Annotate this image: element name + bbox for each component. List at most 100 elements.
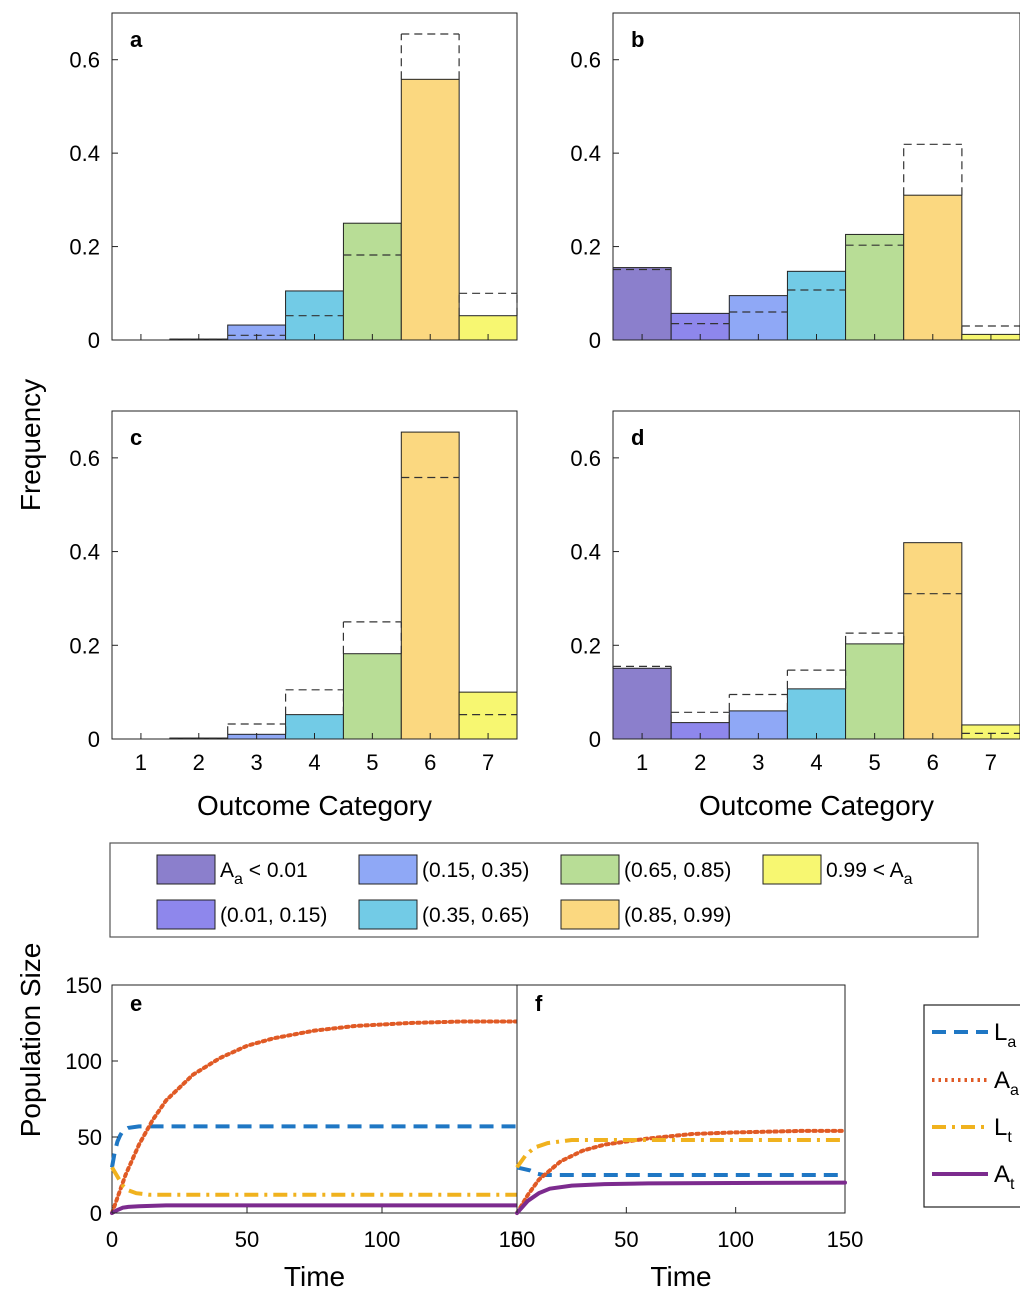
y-tick-label: 100 [65, 1049, 102, 1074]
y-tick-label: 0 [589, 727, 601, 752]
x-tick-label: 150 [827, 1227, 864, 1252]
legend-swatch [156, 899, 216, 930]
series-line-l-t [515, 1138, 845, 1169]
x-tick-label: 6 [927, 750, 939, 775]
series-line-a-a [515, 1128, 847, 1215]
panel-label: d [631, 425, 644, 450]
axes-frame-e [111, 984, 518, 1214]
category-legend: Aa < 0.01 (0.15, 0.35) (0.65, 0.85) 0.99 < … [109, 842, 979, 938]
x-axis-label: Outcome Category [197, 790, 432, 821]
panel-label: b [631, 27, 644, 52]
x-tick-label: 150 [499, 1227, 536, 1252]
bar-b-5 [845, 233, 905, 341]
y-tick-label: 0.2 [69, 633, 100, 658]
series-line-l-a [110, 1124, 517, 1168]
legend-entry-label: 0.99 < Aa [826, 859, 913, 888]
legend-swatch [358, 899, 418, 930]
y-tick-label: 50 [78, 1125, 102, 1150]
bar-c-7 [458, 691, 518, 740]
series-line-a-a [110, 1019, 519, 1215]
y-tick-label: 0 [88, 727, 100, 752]
legend-swatch [762, 854, 822, 885]
bar-d-1 [612, 667, 672, 740]
reference-outline-c-4 [285, 689, 344, 715]
bar-b-6 [903, 194, 963, 341]
frequency-axis-label: Frequency [15, 379, 46, 511]
histogram-panel-b: 0 0.2 0.4 0.6 b [570, 12, 1020, 353]
x-tick-label: 0 [511, 1227, 523, 1252]
x-tick-label: 3 [752, 750, 764, 775]
x-tick-label: 3 [251, 750, 263, 775]
x-axis-label: Time [650, 1261, 711, 1292]
bar-b-4 [786, 270, 847, 341]
legend-entry-label: Lt [994, 1114, 1012, 1146]
x-tick-label: 6 [424, 750, 436, 775]
y-tick-label: 0 [589, 328, 601, 353]
x-tick-label: 4 [308, 750, 320, 775]
legend-entry-label: La [994, 1019, 1016, 1051]
legend-swatch [358, 854, 418, 885]
y-tick-label: 0 [90, 1201, 102, 1226]
reference-outline-d-2 [670, 711, 730, 723]
x-tick-label: 100 [364, 1227, 401, 1252]
legend-swatch [156, 854, 216, 885]
legend-entry-label: Aa [994, 1067, 1019, 1099]
legend-swatch [560, 899, 620, 930]
y-tick-label: 0 [88, 328, 100, 353]
panel-label: f [535, 991, 543, 1016]
bar-d-6 [903, 542, 963, 740]
y-tick-label: 0.6 [570, 446, 601, 471]
bar-d-4 [786, 688, 847, 740]
reference-outline-a-7 [458, 292, 518, 316]
panel-label: e [130, 991, 142, 1016]
population-axis-label: Population Size [15, 943, 46, 1138]
x-axis-label: Outcome Category [699, 790, 934, 821]
histogram-panel-d: 0 0.2 0.4 0.6 1 2 3 4 5 6 7 d Outcome Category [570, 410, 1020, 821]
bar-a-5 [342, 222, 402, 341]
legend-entry-label: (0.65, 0.85) [624, 859, 731, 882]
x-axis-label: Time [284, 1261, 345, 1292]
series-line-a-t [515, 1180, 847, 1215]
x-tick-label: 50 [614, 1227, 638, 1252]
y-tick-label: 0.4 [69, 141, 100, 166]
legend-entry-label: At [994, 1161, 1015, 1193]
x-tick-label: 1 [135, 750, 147, 775]
series-line-l-t [110, 1166, 517, 1197]
histogram-panel-a: 0 0.2 0.4 0.6 a [69, 12, 518, 353]
bar-d-5 [845, 643, 905, 740]
y-tick-label: 0.2 [570, 633, 601, 658]
legend-entry-label: (0.01, 0.15) [220, 904, 327, 927]
x-tick-label: 100 [717, 1227, 754, 1252]
y-tick-label: 0.2 [69, 235, 100, 260]
y-tick-label: 0.4 [570, 540, 601, 565]
reference-outline-b-7 [961, 325, 1020, 335]
x-tick-label: 0 [106, 1227, 118, 1252]
bar-a-6 [400, 78, 460, 341]
reference-outline-d-5 [845, 632, 905, 644]
x-tick-label: 1 [636, 750, 648, 775]
x-tick-label: 7 [985, 750, 997, 775]
x-tick-label: 2 [193, 750, 205, 775]
y-tick-label: 0.6 [69, 48, 100, 73]
x-tick-label: 5 [366, 750, 378, 775]
legend-entry-label: (0.35, 0.65) [422, 904, 529, 927]
legend-entry-label: (0.15, 0.35) [422, 859, 529, 882]
y-tick-label: 0.6 [69, 446, 100, 471]
reference-outline-d-3 [728, 693, 788, 711]
reference-outline-c-5 [342, 621, 402, 654]
x-tick-label: 4 [810, 750, 822, 775]
y-tick-label: 0.2 [570, 235, 601, 260]
x-tick-label: 2 [694, 750, 706, 775]
reference-outline-b-6 [903, 143, 963, 196]
line-panel-f: 0 50 100 150 f Time [511, 984, 864, 1292]
legend-entry-label: (0.85, 0.99) [624, 904, 731, 927]
series-legend: La Aa Lt At [923, 1004, 1020, 1208]
bar-b-1 [612, 267, 672, 341]
reference-outline-d-4 [786, 669, 847, 689]
reference-outline-c-3 [227, 723, 287, 735]
bar-b-3 [728, 295, 788, 341]
y-tick-label: 150 [65, 973, 102, 998]
series-line-a-t [110, 1203, 519, 1215]
